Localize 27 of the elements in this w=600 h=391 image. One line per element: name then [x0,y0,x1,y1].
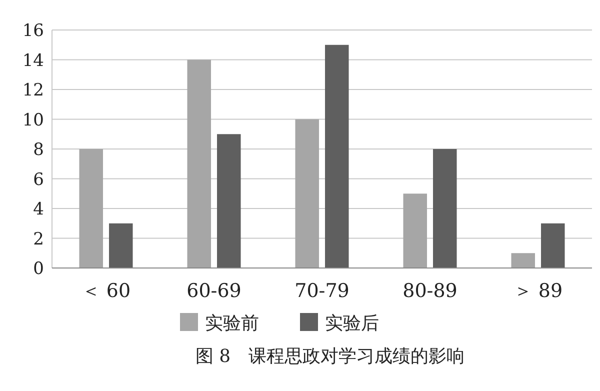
y-tick-label: 12 [22,80,44,100]
bar [79,149,103,268]
bar [217,134,241,268]
bar [109,223,133,268]
bar [403,194,427,268]
y-tick-label: 0 [33,259,44,279]
x-tick-label: 80-89 [402,280,458,302]
y-tick-label: 16 [22,21,44,41]
legend-label: 实验后 [325,313,379,334]
x-tick-label: ＜ 60 [81,280,131,302]
bar [295,119,319,268]
x-tick-label: 70-79 [294,280,350,302]
bar [541,223,565,268]
x-tick-label: ＞ 89 [513,280,563,302]
legend-label: 实验前 [205,313,259,334]
text: 图 8 课程思政对学习成绩的影响 [195,346,465,367]
y-tick-label: 8 [33,140,44,160]
bar [433,149,457,268]
y-tick-label: 10 [22,110,44,130]
x-tick-label: 60-69 [186,280,242,302]
bar [511,253,535,268]
y-tick-label: 2 [33,229,44,250]
y-tick-label: 6 [33,170,44,190]
y-tick-label: 14 [22,50,44,71]
bar [187,60,211,268]
bar [325,44,349,268]
y-tick-label: 4 [33,200,44,220]
